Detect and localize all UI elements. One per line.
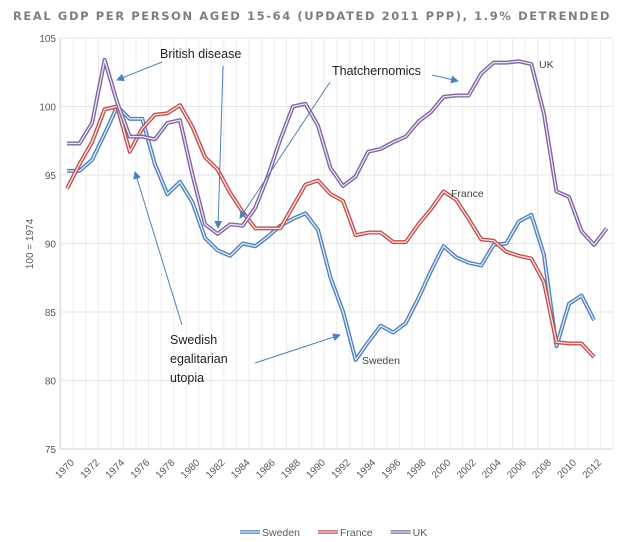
y-tick-label: 105 [39,34,56,45]
x-tick-label: 1976 [129,457,153,481]
legend-label-uk: UK [413,527,428,539]
series-lines [65,57,609,362]
annotation-text: Thatchernomics [332,64,421,78]
annotation-arrows [116,61,459,364]
annotation-arrow [133,171,183,326]
x-tick-label: 1970 [53,457,77,481]
x-tick-label: 1996 [380,457,404,481]
series-line-inner-france [66,104,595,358]
y-axis-label: 100 = 1974 [25,218,36,269]
legend: Sweden France UK [240,527,427,539]
x-tick-label: 1972 [79,457,103,481]
annotation-arrow [431,74,459,84]
series-line-inner-uk [67,59,608,246]
y-tick-label: 75 [45,445,57,456]
y-axis: 75 80 85 90 95 100 105 [39,34,56,456]
x-tick-label: 1974 [104,457,128,481]
legend-label-sweden: Sweden [262,527,300,539]
annotation-arrow [239,81,331,219]
x-tick-label: 2002 [455,457,479,481]
x-tick-label: 2004 [480,457,504,481]
x-tick-label: 1994 [355,457,379,481]
x-axis: 1970 1972 1974 1976 1978 1980 1982 1984 1986 1988… [53,457,604,481]
annotation-arrow [254,333,341,364]
x-tick-label: 1986 [254,457,278,481]
y-tick-label: 90 [45,240,57,251]
x-tick-label: 1988 [279,457,303,481]
annotation-arrow [116,61,163,82]
annotation-arrow [214,65,224,229]
x-tick-label: 1980 [179,457,203,481]
x-tick-label: 2006 [505,457,529,481]
x-tick-label: 1998 [405,457,429,481]
x-tick-label: 1978 [154,457,178,481]
y-tick-label: 95 [45,171,57,182]
legend-label-france: France [340,527,373,539]
y-tick-label: 85 [45,308,57,319]
x-tick-label: 2008 [530,457,554,481]
x-tick-label: 1992 [330,457,354,481]
annotation-text: British disease [160,47,241,61]
series-label-uk: UK [539,59,554,71]
x-tick-label: 2010 [555,457,579,481]
chart-title: REAL GDP PER PERSON AGED 15-64 (UPDATED … [13,9,611,23]
annotation-text: egalitarian [170,352,228,366]
series-line-sweden [67,104,596,362]
y-tick-label: 100 [39,103,56,114]
x-tick-label: 1990 [304,457,328,481]
x-tick-label: 2012 [581,457,605,481]
y-tick-label: 80 [45,377,57,388]
series-label-france: France [451,188,484,200]
annotation-text: Swedish [170,333,217,347]
series-label-sweden: Sweden [362,355,400,367]
grid [59,37,614,450]
x-tick-label: 2000 [430,457,454,481]
series-line-inner-sweden [67,105,595,361]
annotations: British disease Thatchernomics Swedish egal… [160,47,554,385]
x-tick-label: 1984 [229,457,253,481]
annotation-text: utopia [170,371,204,385]
x-tick-label: 1982 [204,457,228,481]
